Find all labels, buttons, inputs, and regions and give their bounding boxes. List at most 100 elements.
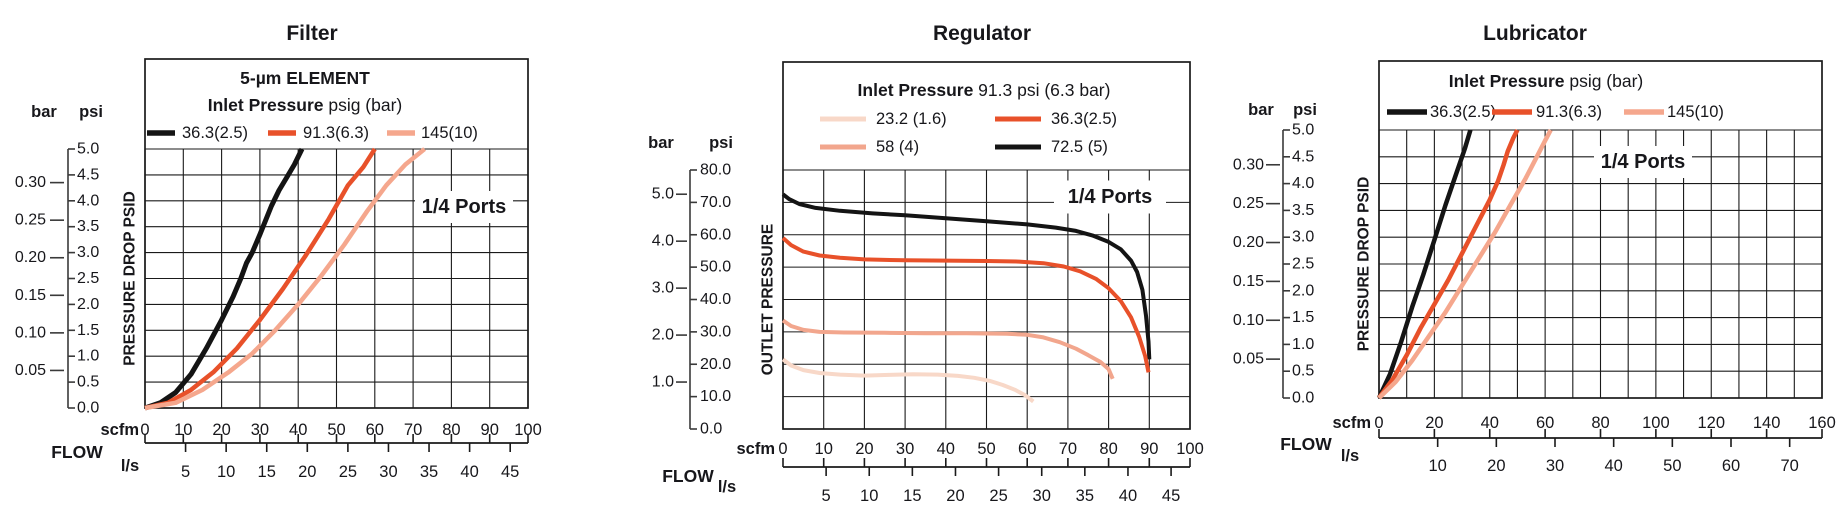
curve-36.3-2.5- xyxy=(781,318,1115,380)
bar-tick-label: 0.10 xyxy=(1233,312,1264,329)
psi-unit-label: psi xyxy=(709,134,733,152)
ls-unit-label: l/s xyxy=(718,478,736,496)
ls-tick-label: 40 xyxy=(1604,457,1622,475)
scfm-tick-label: 20 xyxy=(1425,414,1443,432)
bar-unit-label: bar xyxy=(31,103,57,121)
bar-tick-label: 0.25 xyxy=(15,212,46,229)
scfm-tick-label: 120 xyxy=(1697,414,1725,432)
psi-tick-label: 2.5 xyxy=(1292,256,1314,273)
curve-145-10- xyxy=(144,147,427,411)
curve-72.5-5- xyxy=(781,192,1152,360)
legend-header-segment: Inlet Pressure xyxy=(1449,71,1565,91)
scfm-tick-label: 70 xyxy=(1059,440,1077,458)
ports-annotation: 1/4 Ports xyxy=(1601,151,1685,173)
psi-tick-label: 2.0 xyxy=(77,296,99,313)
bar-tick-label: 0.20 xyxy=(1233,234,1264,251)
scfm-unit-label: scfm xyxy=(100,421,139,439)
psi-tick-label: 3.5 xyxy=(1292,202,1314,219)
chart-title-lubricator: Lubricator xyxy=(1483,22,1587,45)
filter-frame xyxy=(144,58,529,409)
scfm-tick-label: 50 xyxy=(327,421,345,439)
annotation-box xyxy=(1594,146,1692,178)
psi-tick-label: 4.0 xyxy=(1292,175,1314,192)
scfm-tick-label: 70 xyxy=(404,421,422,439)
psi-tick-label: 1.5 xyxy=(1292,309,1314,326)
scfm-tick-label: 90 xyxy=(1140,440,1158,458)
ls-tick-label: 60 xyxy=(1722,457,1740,475)
psi-tick-label: 0.0 xyxy=(1292,390,1314,407)
ls-tick-label: 25 xyxy=(989,487,1007,505)
legend-label: 36.3(2.5) xyxy=(182,124,248,142)
annotation-box xyxy=(1054,180,1166,214)
bar-tick-label: 2.0 xyxy=(652,327,674,344)
scfm-tick-label: 20 xyxy=(212,421,230,439)
psi-tick-label: 0.0 xyxy=(77,400,99,417)
flow-axis-name: FLOW xyxy=(51,442,103,462)
psi-tick-label: 60.0 xyxy=(700,226,731,243)
bar-tick-label: 4.0 xyxy=(652,233,674,250)
scfm-tick-label: 60 xyxy=(1536,414,1554,432)
psi-tick-label: 70.0 xyxy=(700,194,731,211)
legend-header: Inlet Pressure psig (bar) xyxy=(1449,71,1644,91)
psi-tick-label: 5.0 xyxy=(1292,122,1314,139)
scfm-tick-label: 60 xyxy=(366,421,384,439)
scfm-tick-label: 0 xyxy=(1374,414,1383,432)
psi-tick-label: 1.0 xyxy=(77,348,99,365)
legend-header-segment: Inlet Pressure xyxy=(208,95,324,115)
ls-tick-label: 50 xyxy=(1663,457,1681,475)
ls-tick-label: 30 xyxy=(1546,457,1564,475)
bar-tick-label: 0.30 xyxy=(1233,156,1264,173)
y-axis-name: OUTLET PRESSURE xyxy=(760,224,777,376)
ls-unit-label: l/s xyxy=(1341,447,1359,465)
curve-91.3-6.3- xyxy=(1377,128,1520,400)
lubricator-chart: Lubricator 1/4 Ports Inlet Pressure psig … xyxy=(1233,22,1836,475)
ls-tick-label: 20 xyxy=(1487,457,1505,475)
psi-tick-label: 30.0 xyxy=(700,323,731,340)
ls-tick-label: 15 xyxy=(903,487,921,505)
regulator-chart: Regulator 1/4 Ports Inlet Pressure 91.3 p… xyxy=(648,22,1204,505)
scfm-tick-label: 30 xyxy=(251,421,269,439)
ls-tick-label: 45 xyxy=(501,463,519,481)
bar-tick-label: 0.05 xyxy=(15,362,46,379)
scfm-tick-label: 100 xyxy=(1176,440,1204,458)
scfm-unit-label: scfm xyxy=(1332,414,1371,432)
grid xyxy=(144,148,529,409)
annotation-box xyxy=(415,191,513,223)
scfm-tick-label: 80 xyxy=(1591,414,1609,432)
scfm-tick-label: 30 xyxy=(896,440,914,458)
legend-header-segment: Inlet Pressure xyxy=(858,80,974,100)
bar-unit-label: bar xyxy=(1248,101,1274,119)
psi-tick-label: 2.5 xyxy=(77,270,99,287)
bar-tick-label: 0.15 xyxy=(1233,273,1264,290)
curve-36.3-2.5- xyxy=(144,147,305,411)
psi-tick-label: 3.0 xyxy=(1292,229,1314,246)
curve-58-4- xyxy=(781,236,1151,373)
y-axis-name: PRESSURE DROP PSID xyxy=(1356,177,1373,352)
scfm-tick-label: 40 xyxy=(1481,414,1499,432)
scfm-tick-label: 100 xyxy=(1642,414,1670,432)
scfm-tick-label: 140 xyxy=(1753,414,1781,432)
ports-annotation: 1/4 Ports xyxy=(422,196,506,218)
psi-tick-label: 50.0 xyxy=(700,259,731,276)
scfm-tick-label: 0 xyxy=(778,440,787,458)
ls-tick-label: 30 xyxy=(379,463,397,481)
legend-header-segment: psig (bar) xyxy=(323,95,402,115)
ls-tick-label: 5 xyxy=(822,487,831,505)
scfm-unit-label: scfm xyxy=(736,440,775,458)
curve-145-10- xyxy=(1377,128,1553,400)
psi-tick-label: 0.5 xyxy=(1292,363,1314,380)
scfm-tick-label: 90 xyxy=(481,421,499,439)
bar-tick-label: 0.15 xyxy=(15,287,46,304)
bar-unit-label: bar xyxy=(648,134,674,152)
legend-header-segment: 91.3 psi (6.3 bar) xyxy=(973,80,1110,100)
legend-label: 58 (4) xyxy=(876,138,919,156)
psi-tick-label: 4.5 xyxy=(77,166,99,183)
legend-label: 72.5 (5) xyxy=(1051,138,1108,156)
scfm-tick-label: 100 xyxy=(514,421,542,439)
psi-tick-label: 1.0 xyxy=(1292,336,1314,353)
filter-chart: Filter 1/4 Ports 5-µm ELEMENT Inlet Pressu… xyxy=(15,22,542,481)
ls-tick-label: 20 xyxy=(298,463,316,481)
legend-header-segment: 5-µm ELEMENT xyxy=(240,68,370,88)
psi-tick-label: 4.0 xyxy=(77,192,99,209)
